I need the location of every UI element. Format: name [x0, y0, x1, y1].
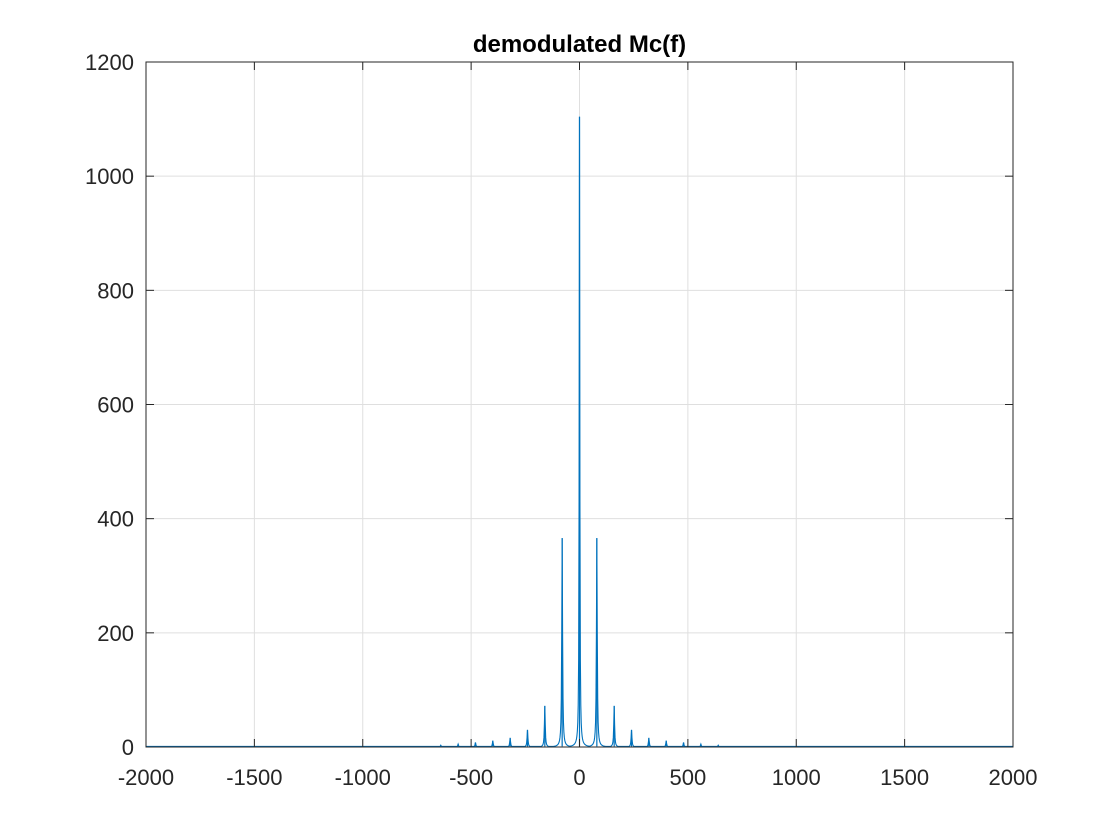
x-tick-label: 500 [670, 765, 707, 790]
y-tick-label: 0 [122, 735, 134, 760]
x-tick-label: 1000 [772, 765, 821, 790]
x-tick-label: -1500 [226, 765, 282, 790]
x-tick-label: 0 [573, 765, 585, 790]
x-tick-labels: -2000 -1500 -1000 -500 0 500 1000 1500 2000 [118, 765, 1038, 790]
y-tick-label: 1200 [85, 50, 134, 75]
x-tick-label: 2000 [989, 765, 1038, 790]
x-tick-label: 1500 [880, 765, 929, 790]
y-tick-label: 800 [97, 278, 134, 303]
ticks [145, 61, 1014, 748]
chart-title: demodulated Mc(f) [473, 31, 686, 58]
y-tick-label: 1000 [85, 164, 134, 189]
plot-area [146, 116, 1013, 747]
y-tick-label: 600 [97, 393, 134, 418]
x-tick-label: -500 [449, 765, 493, 790]
y-tick-labels: 0 200 400 600 800 1000 1200 [85, 50, 134, 760]
x-tick-label: -2000 [118, 765, 174, 790]
y-tick-label: 200 [97, 621, 134, 646]
x-tick-label: -1000 [335, 765, 391, 790]
y-tick-label: 400 [97, 507, 134, 532]
